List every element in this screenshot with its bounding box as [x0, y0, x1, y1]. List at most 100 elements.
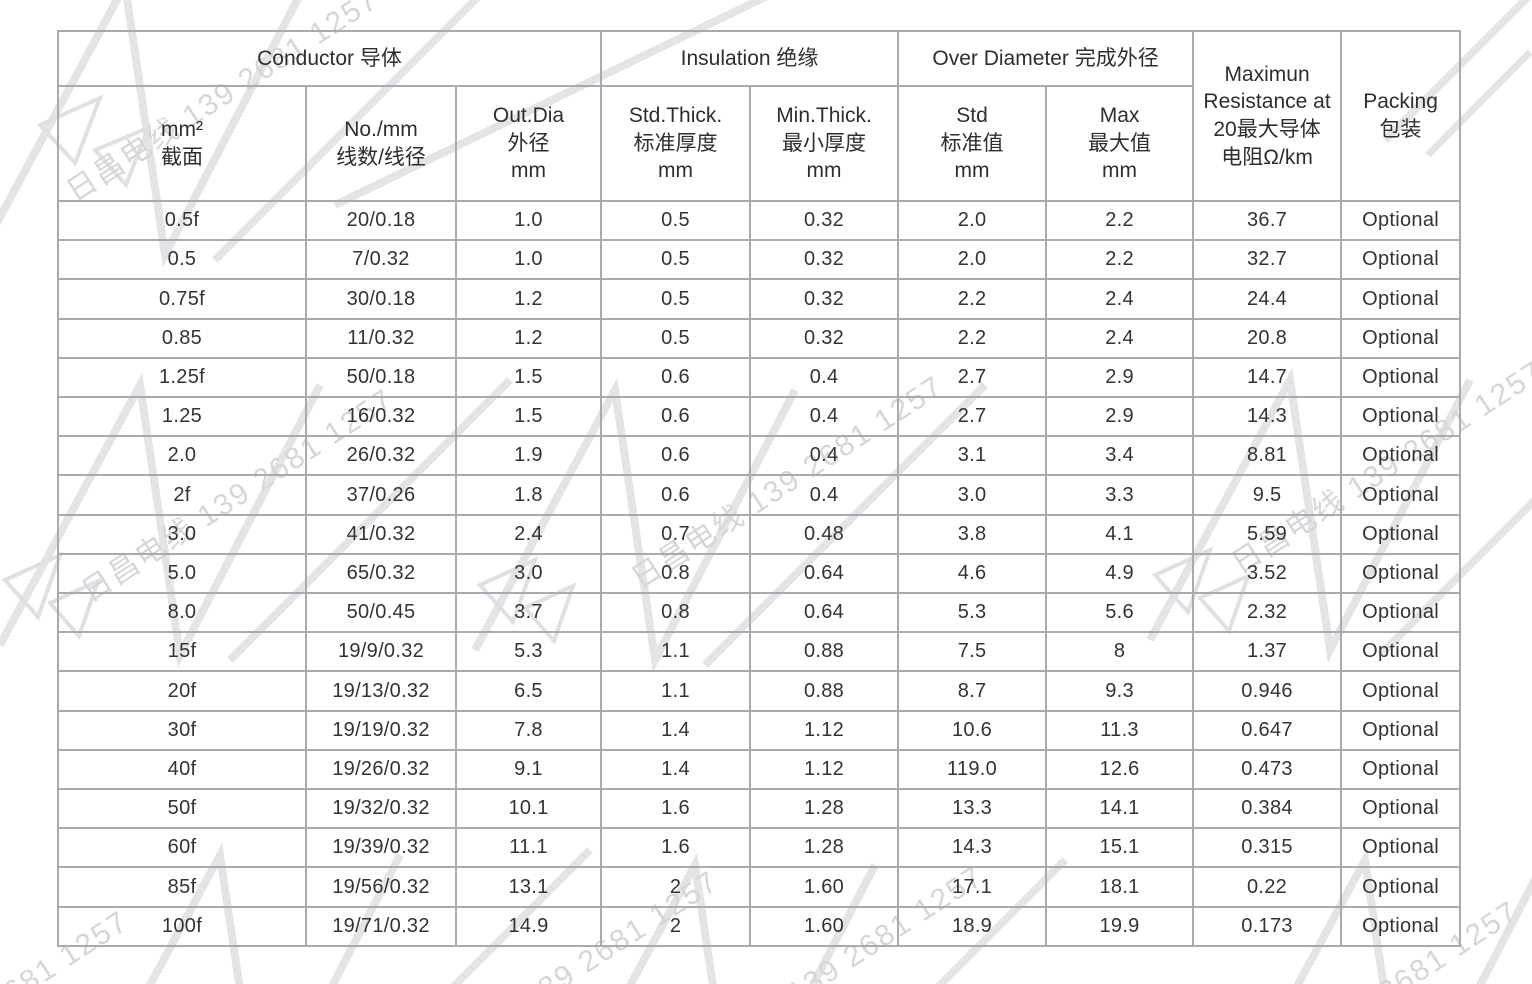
cell: Optional: [1340, 670, 1462, 712]
cell: 3.52: [1192, 552, 1343, 595]
cell: 20.8: [1192, 317, 1343, 359]
cell: 37/0.26: [305, 474, 457, 516]
cell: 41/0.32: [305, 513, 457, 555]
cell: 4.9: [1045, 552, 1195, 595]
cell: 0.64: [749, 552, 900, 595]
cell: 0.8: [600, 552, 752, 595]
cell: 2.2: [1045, 239, 1195, 281]
cell: 0.5: [600, 317, 752, 359]
cell: 20f: [57, 670, 307, 712]
table-row: 2f 37/0.26 1.8 0.6 0.4 3.0 3.3 9.5 Optional: [57, 474, 1462, 516]
cell: 16/0.32: [305, 396, 457, 438]
cell: 0.173: [1192, 905, 1343, 948]
cell: 2.7: [897, 356, 1048, 399]
cell: 0.75f: [57, 278, 307, 320]
cell: 0.88: [749, 670, 900, 712]
cell: 4.6: [897, 552, 1048, 595]
cell: Optional: [1340, 435, 1462, 477]
cell: Optional: [1340, 827, 1462, 869]
cell: 1.9: [454, 435, 603, 477]
cell: 1.5: [454, 356, 603, 399]
cell: 65/0.32: [305, 552, 457, 595]
cell: 0.647: [1192, 709, 1343, 751]
cell: 100f: [57, 905, 307, 948]
cell: 2.0: [57, 435, 307, 477]
cell: 2.7: [897, 396, 1048, 438]
cell: 0.85: [57, 317, 307, 359]
cell: 0.32: [749, 239, 900, 281]
cell: 7/0.32: [305, 239, 457, 281]
cell: 24.4: [1192, 278, 1343, 320]
cell: 50/0.45: [305, 592, 457, 634]
cell: 11.3: [1045, 709, 1195, 751]
cell: 19/26/0.32: [305, 748, 457, 791]
cell: 8.0: [57, 592, 307, 634]
cell: 1.2: [454, 317, 603, 359]
cell: Optional: [1340, 631, 1462, 673]
cell: 2.9: [1045, 396, 1195, 438]
cell: 1.28: [749, 788, 900, 830]
cell: Optional: [1340, 552, 1462, 595]
cell: 40f: [57, 748, 307, 791]
cell: 85f: [57, 866, 307, 908]
cell: 9.3: [1045, 670, 1195, 712]
cell: 0.473: [1192, 748, 1343, 791]
cell: 19/56/0.32: [305, 866, 457, 908]
table-row: 100f 19/71/0.32 14.9 2 1.60 18.9 19.9 0.173 Opti…: [57, 905, 1462, 948]
cell: 2.4: [1045, 317, 1195, 359]
cell: 1.6: [600, 788, 752, 830]
table-row: 30f 19/19/0.32 7.8 1.4 1.12 10.6 11.3 0.647 Opti…: [57, 709, 1462, 751]
table-row: 0.75f 30/0.18 1.2 0.5 0.32 2.2 2.4 24.4 Optional: [57, 278, 1462, 320]
cell: 1.5: [454, 396, 603, 438]
cell: 3.3: [1045, 474, 1195, 516]
cell: 2.32: [1192, 592, 1343, 634]
cell: 19/9/0.32: [305, 631, 457, 673]
cell: 8.7: [897, 670, 1048, 712]
cell: 19.9: [1045, 905, 1195, 948]
cell: Optional: [1340, 239, 1462, 281]
cell: 5.6: [1045, 592, 1195, 634]
cell: 2f: [57, 474, 307, 516]
table-row: 20f 19/13/0.32 6.5 1.1 0.88 8.7 9.3 0.946 Option…: [57, 670, 1462, 712]
cell: 4.1: [1045, 513, 1195, 555]
cell: 2.0: [897, 199, 1048, 242]
header-conductor-group: Conductor 导体: [56, 30, 603, 87]
cell: 2.4: [1045, 278, 1195, 320]
cell: 0.32: [749, 278, 900, 320]
cell: 8.81: [1192, 435, 1343, 477]
cell: 0.7: [600, 513, 752, 555]
cell: 11.1: [454, 827, 603, 869]
cell: Optional: [1340, 788, 1462, 830]
header-group-row: Conductor 导体 Insulation 绝缘 Over Diameter…: [56, 30, 1462, 202]
cell: 2.2: [897, 317, 1048, 359]
cell: 7.5: [897, 631, 1048, 673]
cell: 0.4: [749, 474, 900, 516]
cell: Optional: [1340, 396, 1462, 438]
table-row: 60f 19/39/0.32 11.1 1.6 1.28 14.3 15.1 0.315 Opt…: [57, 827, 1462, 869]
cell: 5.59: [1192, 513, 1343, 555]
cell: 2.2: [1045, 199, 1195, 242]
cell: 2.9: [1045, 356, 1195, 399]
table-row: 15f 19/9/0.32 5.3 1.1 0.88 7.5 8 1.37 Optional: [57, 631, 1462, 673]
cell: 30f: [57, 709, 307, 751]
cell: 19/71/0.32: [305, 905, 457, 948]
table-row: 40f 19/26/0.32 9.1 1.4 1.12 119.0 12.6 0.473 Opt…: [57, 748, 1462, 791]
cell: 3.0: [57, 513, 307, 555]
cell: 1.28: [749, 827, 900, 869]
table-row: 5.0 65/0.32 3.0 0.8 0.64 4.6 4.9 3.52 Optional: [57, 552, 1462, 595]
cell: Optional: [1340, 513, 1462, 555]
cell: 2.0: [897, 239, 1048, 281]
cell: Optional: [1340, 905, 1462, 948]
cell: 1.60: [749, 866, 900, 908]
cell: 0.8: [600, 592, 752, 634]
cell: 3.7: [454, 592, 603, 634]
cell: 18.9: [897, 905, 1048, 948]
cell: 10.1: [454, 788, 603, 830]
cell: 32.7: [1192, 239, 1343, 281]
cell: 0.315: [1192, 827, 1343, 869]
cell: 0.4: [749, 435, 900, 477]
table-row: 50f 19/32/0.32 10.1 1.6 1.28 13.3 14.1 0.384 Opt…: [57, 788, 1462, 830]
cell: 3.8: [897, 513, 1048, 555]
cell: 50/0.18: [305, 356, 457, 399]
cell: 14.7: [1192, 356, 1343, 399]
